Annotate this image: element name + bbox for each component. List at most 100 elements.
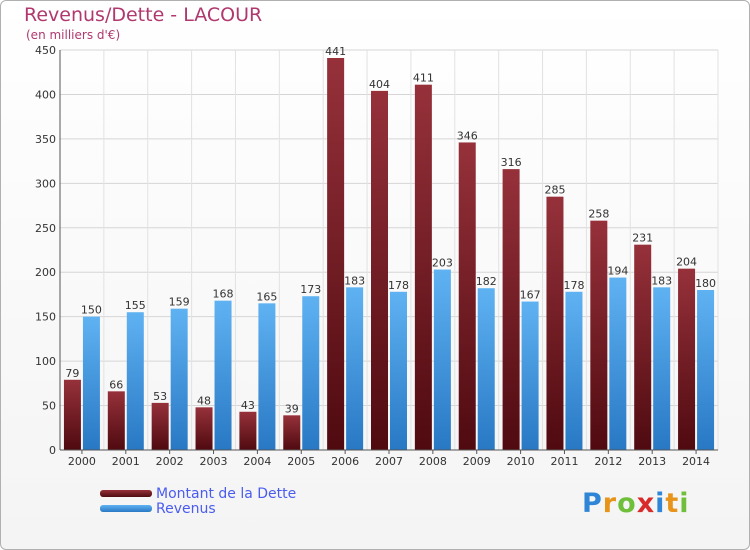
chart-title: Revenus/Dette - LACOUR xyxy=(24,4,263,26)
bar-debt xyxy=(414,84,432,451)
data-label: 285 xyxy=(544,184,565,197)
brand-letter: r xyxy=(602,488,618,519)
bar-debt xyxy=(107,391,125,450)
data-label: 178 xyxy=(388,279,409,292)
x-tick-label: 2004 xyxy=(243,455,271,468)
y-tick-label: 350 xyxy=(35,133,56,146)
legend-swatch-revenue xyxy=(100,505,152,512)
data-label: 79 xyxy=(65,367,79,380)
x-tick-label: 2014 xyxy=(682,455,710,468)
bar-debt xyxy=(195,407,213,450)
bar-revenue xyxy=(521,301,539,450)
bar-debt xyxy=(327,58,345,450)
x-tick-label: 2013 xyxy=(638,455,666,468)
bar-debt xyxy=(590,220,608,450)
bar-revenue xyxy=(390,291,407,450)
brand-letter: P xyxy=(582,488,603,519)
x-tick-label: 2002 xyxy=(156,455,184,468)
data-label: 316 xyxy=(501,156,522,169)
legend-label-debt: Montant de la Dette xyxy=(156,485,297,502)
data-label: 411 xyxy=(413,72,434,85)
data-label: 182 xyxy=(476,275,497,288)
bar-revenue xyxy=(477,288,495,450)
data-label: 43 xyxy=(241,399,255,412)
bar-revenue xyxy=(214,300,232,450)
legend-label-revenue: Revenus xyxy=(156,500,216,517)
bar-revenue xyxy=(653,287,671,450)
y-tick-label: 300 xyxy=(35,177,56,190)
legend-item-debt: Montant de la Dette xyxy=(100,485,297,502)
x-tick-label: 2012 xyxy=(594,455,622,468)
data-label: 204 xyxy=(676,256,697,269)
data-label: 258 xyxy=(588,208,609,221)
bar-revenue xyxy=(258,303,276,450)
y-tick-label: 200 xyxy=(35,266,56,279)
bar-debt xyxy=(283,415,301,450)
y-tick-label: 400 xyxy=(35,88,56,101)
y-tick-label: 50 xyxy=(42,400,56,413)
brand-letter: x xyxy=(636,488,656,519)
data-label: 167 xyxy=(520,289,541,302)
brand-letter: o xyxy=(617,488,637,519)
brand-letter: i xyxy=(655,488,666,519)
bar-debt xyxy=(371,90,388,450)
y-tick-label: 250 xyxy=(35,222,56,235)
x-tick-label: 2000 xyxy=(68,455,96,468)
data-label: 183 xyxy=(344,274,365,287)
legend-item-revenue: Revenus xyxy=(100,500,296,517)
data-label: 194 xyxy=(607,265,628,278)
data-label: 183 xyxy=(651,274,672,287)
y-tick-label: 0 xyxy=(49,444,56,457)
bar-debt xyxy=(458,142,476,450)
bar-debt xyxy=(239,411,257,450)
x-tick-label: 2008 xyxy=(419,455,447,468)
data-label: 66 xyxy=(109,378,123,391)
data-label: 231 xyxy=(632,232,653,245)
bar-revenue xyxy=(170,308,188,450)
bar-revenue xyxy=(126,312,144,450)
data-label: 173 xyxy=(300,283,321,296)
x-tick-label: 2003 xyxy=(200,455,228,468)
y-tick-label: 450 xyxy=(35,44,56,57)
data-label: 168 xyxy=(213,288,234,301)
bar-revenue xyxy=(302,296,320,450)
data-label: 203 xyxy=(432,257,453,270)
bar-debt xyxy=(678,268,696,450)
bar-revenue xyxy=(433,269,451,450)
proxiti-logo: Proxiti xyxy=(582,488,690,519)
legend: Montant de la Dette Revenus xyxy=(100,485,297,517)
bar-debt xyxy=(151,402,169,450)
data-label: 178 xyxy=(563,279,584,292)
brand-letter: t xyxy=(665,488,680,519)
x-tick-label: 2010 xyxy=(507,455,535,468)
y-tick-label: 150 xyxy=(35,311,56,324)
data-label: 155 xyxy=(125,299,146,312)
data-label: 346 xyxy=(457,129,478,142)
x-tick-label: 2007 xyxy=(375,455,403,468)
data-label: 53 xyxy=(153,390,167,403)
data-label: 39 xyxy=(285,402,299,415)
x-tick-label: 2006 xyxy=(331,455,359,468)
data-label: 150 xyxy=(81,304,102,317)
chart-subtitle: (en milliers d'€) xyxy=(26,28,121,42)
brand-letter: i xyxy=(679,488,690,519)
data-label: 165 xyxy=(256,290,277,303)
bar-revenue xyxy=(609,277,627,450)
data-label: 159 xyxy=(169,296,190,309)
bar-revenue xyxy=(346,287,364,450)
bar-debt xyxy=(546,196,564,450)
bar-revenue xyxy=(697,290,715,450)
data-label: 404 xyxy=(369,78,390,91)
data-label: 180 xyxy=(695,277,716,290)
legend-swatch-debt xyxy=(100,490,152,497)
x-tick-label: 2001 xyxy=(112,455,140,468)
data-label: 441 xyxy=(325,45,346,58)
x-tick-label: 2005 xyxy=(287,455,315,468)
data-label: 48 xyxy=(197,394,211,407)
bar-debt xyxy=(634,244,652,450)
x-tick-label: 2011 xyxy=(550,455,578,468)
bar-revenue xyxy=(82,316,100,450)
bar-debt xyxy=(63,379,81,450)
x-tick-label: 2009 xyxy=(463,455,491,468)
